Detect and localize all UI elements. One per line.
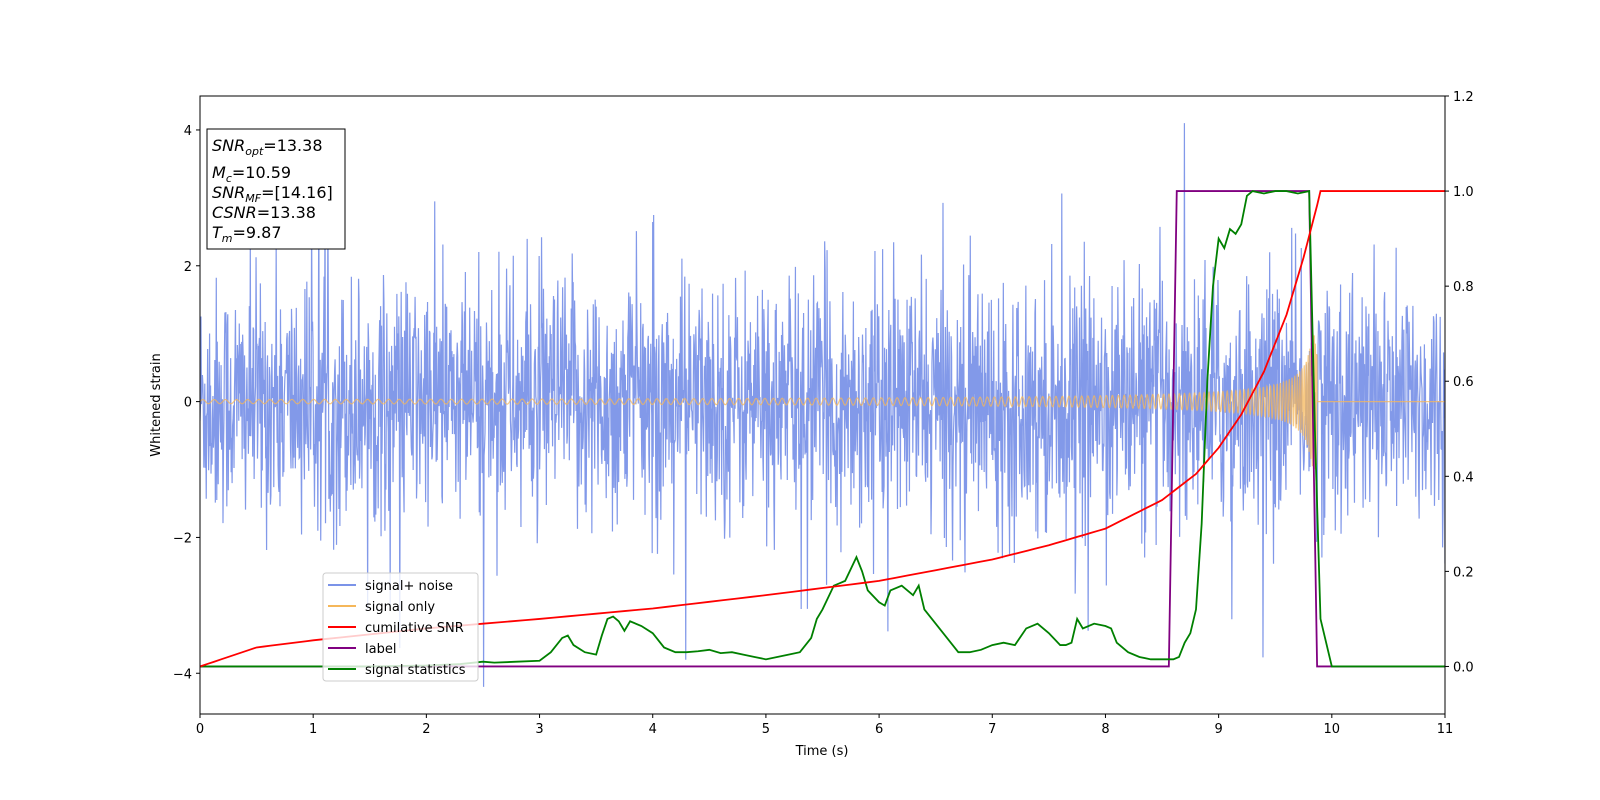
plot-frame <box>199 95 1446 715</box>
x-tick-label-8: 8 <box>1101 722 1109 737</box>
info-snr-mf-sub: MF <box>245 192 261 205</box>
info-snr-mf-var: SNR <box>212 183 245 202</box>
info-csnr: CSNR=13.38 <box>212 203 316 222</box>
series-signal-only-line <box>200 333 1445 470</box>
info-tm-sub: m <box>222 232 233 245</box>
x-axis-label: Time (s) <box>795 744 849 759</box>
y2-tick-label-0.4: 0.4 <box>1453 470 1474 485</box>
legend-label-signal-only: signal only <box>365 600 435 615</box>
info-csnr-var: CSNR <box>212 203 257 222</box>
x-tick-label-1: 1 <box>309 722 317 737</box>
y2-tick-label-0.0: 0.0 <box>1453 660 1474 675</box>
info-snr-opt: SNRopt=13.38 <box>212 136 323 158</box>
y-axis-label: Whitened strain <box>149 353 164 456</box>
info-snr-mf: SNRMF=[14.16] <box>212 183 333 205</box>
info-box: SNRopt=13.38 Mc=10.59 SNRMF=[14.16] CSNR… <box>206 128 346 250</box>
x-tick-label-9: 9 <box>1214 722 1222 737</box>
info-mc-sub: c <box>226 172 232 185</box>
y2-tick-label-1.0: 1.0 <box>1453 185 1474 200</box>
y2-tick-label-0.8: 0.8 <box>1453 280 1474 295</box>
x-tick-label-0: 0 <box>196 722 204 737</box>
plot-area <box>200 123 1445 687</box>
y2-tick-label-1.2: 1.2 <box>1453 90 1474 105</box>
info-snr-opt-value: =13.38 <box>263 136 322 155</box>
y-tick-label-0: 0 <box>184 396 192 411</box>
x-axis: 0 1 2 3 4 5 6 7 8 9 10 11 <box>196 714 1453 737</box>
y2-tick-label-0.2: 0.2 <box>1453 565 1474 580</box>
x-tick-label-5: 5 <box>762 722 770 737</box>
y-tick-label--2: −2 <box>173 531 192 546</box>
x-tick-label-2: 2 <box>422 722 430 737</box>
info-tm-var: T <box>212 223 223 242</box>
y-axis-right: 1.2 1.0 0.8 0.6 0.4 0.2 0.0 <box>1445 90 1474 675</box>
legend-label-signal-noise: signal+ noise <box>365 579 453 594</box>
info-mc-value: =10.59 <box>232 163 291 182</box>
legend: signal+ noise signal only cumilative SNR… <box>322 572 479 682</box>
legend-label-label: label <box>365 642 396 657</box>
x-tick-label-4: 4 <box>649 722 657 737</box>
info-box-frame <box>206 128 346 250</box>
info-tm-value: =9.87 <box>233 223 282 242</box>
info-tm: Tm=9.87 <box>212 223 282 245</box>
x-tick-label-10: 10 <box>1324 722 1341 737</box>
info-snr-opt-var: SNR <box>212 136 245 155</box>
legend-label-cumulative-snr: cumilative SNR <box>365 621 464 636</box>
info-csnr-value: =13.38 <box>257 203 316 222</box>
y2-tick-label-0.6: 0.6 <box>1453 375 1474 390</box>
x-tick-label-3: 3 <box>535 722 543 737</box>
y-tick-label--4: −4 <box>173 667 192 682</box>
info-mc-var: M <box>212 163 226 182</box>
legend-frame <box>322 572 479 682</box>
x-tick-label-6: 6 <box>875 722 883 737</box>
legend-label-signal-statistics: signal statistics <box>365 663 466 678</box>
info-snr-opt-sub: opt <box>245 145 264 158</box>
info-snr-mf-value: =[14.16] <box>261 183 333 202</box>
info-mc: Mc=10.59 <box>212 163 291 185</box>
y-axis-left: 4 2 0 −2 −4 <box>173 124 200 682</box>
y-tick-label-2: 2 <box>184 260 192 275</box>
x-tick-label-7: 7 <box>988 722 996 737</box>
x-tick-label-11: 11 <box>1437 722 1454 737</box>
y-tick-label-4: 4 <box>184 124 192 139</box>
series-signal-statistics-line <box>200 189 1445 668</box>
